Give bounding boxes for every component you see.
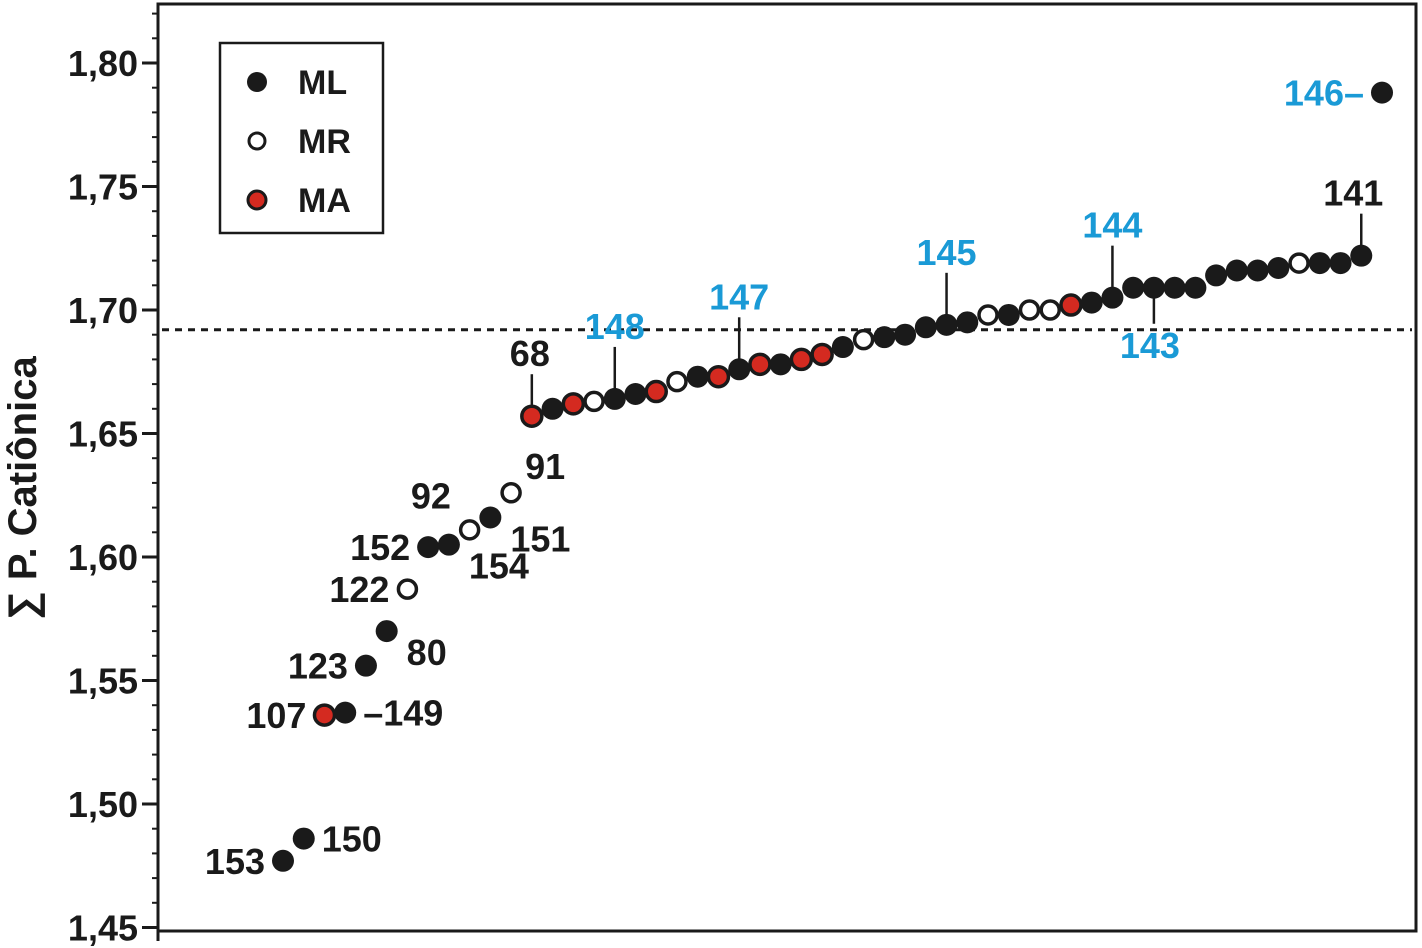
point-ml [935, 313, 958, 336]
point-annotation: 91 [525, 446, 565, 487]
point-ma [520, 404, 544, 428]
point-ma [644, 379, 668, 404]
point-ml [292, 827, 315, 850]
point-annotation: 151 [510, 518, 570, 559]
legend-label: MA [298, 182, 351, 220]
point-ml [1122, 276, 1145, 299]
point-annotation: 148 [585, 306, 645, 347]
point-ml [334, 701, 357, 724]
point-ml [1308, 252, 1331, 275]
point-annotation: 152 [350, 527, 410, 568]
point-ml [541, 397, 564, 420]
point-mr [396, 578, 419, 600]
point-annotation: 145 [917, 232, 977, 273]
point-ml [956, 311, 979, 334]
leader-lines [530, 213, 1363, 409]
point-ml [1184, 276, 1207, 299]
point-ml [1163, 276, 1186, 299]
point-ml [1267, 257, 1290, 280]
point-ma [810, 342, 834, 367]
legend-marker-ml [247, 72, 267, 92]
data-points [272, 81, 1393, 872]
point-ml [769, 353, 792, 376]
y-tick-label: 1,80 [68, 43, 138, 84]
point-annotation: 147 [709, 276, 769, 317]
point-annotation: 154 [469, 546, 529, 587]
point-annotation: 144 [1082, 205, 1142, 246]
point-ma [561, 392, 586, 416]
legend-label: MR [298, 123, 351, 161]
point-mr [1039, 299, 1061, 321]
point-ml [686, 365, 709, 388]
point-annotation: 107 [246, 695, 306, 736]
y-axis-label: ∑ P. Catiônica [1, 356, 45, 620]
point-mr [1288, 252, 1310, 274]
point-annotation: 153 [205, 841, 265, 882]
point-ml [603, 387, 626, 410]
point-annotation: 150 [322, 819, 382, 860]
point-annotation: 123 [288, 646, 348, 687]
y-tick-label: 1,75 [68, 167, 138, 208]
point-ml [1350, 244, 1373, 267]
point-ml [997, 303, 1020, 326]
legend: ML MR MA [218, 41, 385, 235]
point-ml [1371, 81, 1393, 104]
point-ml [1246, 259, 1269, 282]
point-mr [583, 390, 605, 413]
legend-marker-mr [247, 131, 267, 151]
point-annotation: 68 [510, 333, 550, 374]
point-ml [1225, 259, 1248, 282]
point-ml [831, 336, 854, 359]
point-ml [1142, 276, 1165, 299]
y-tick-label: 1,70 [68, 290, 138, 331]
point-ml [272, 849, 294, 872]
point-mr [500, 482, 522, 504]
point-ml [873, 326, 896, 349]
point-annotation: 141 [1323, 173, 1383, 214]
plot-frame [156, 2, 1418, 933]
point-ml [624, 382, 647, 405]
point-mr [977, 304, 999, 326]
point-annotation: 146– [1284, 73, 1364, 114]
point-ml [479, 506, 502, 529]
point-annotation: –149 [363, 693, 443, 734]
point-ml [728, 358, 751, 381]
axes: 1,45 1,50 1,55 1,60 1,65 1,70 1,75 1,80 [68, 2, 1418, 948]
point-ma [706, 364, 731, 389]
legend-marker-ma [246, 189, 268, 211]
point-ml [417, 536, 440, 559]
y-tick-label: 1,50 [68, 784, 138, 825]
point-ma [789, 347, 814, 372]
point-ml [1101, 286, 1124, 309]
legend-label: ML [298, 64, 347, 102]
point-ml [375, 620, 398, 643]
y-tick-label: 1,65 [68, 414, 138, 455]
point-annotation: 80 [407, 632, 447, 673]
point-mr [852, 328, 875, 351]
point-ma [1059, 293, 1083, 317]
point-mr [1018, 299, 1041, 321]
point-annotation: 122 [329, 569, 389, 610]
point-mr [666, 370, 688, 393]
point-ml [1205, 264, 1228, 287]
point-annotation: 92 [411, 476, 451, 517]
point-ma [748, 352, 772, 377]
point-ml [354, 654, 377, 677]
point-mr [458, 519, 481, 541]
y-tick-label: 1,55 [68, 661, 138, 702]
point-ml [894, 323, 917, 346]
point-ma [312, 703, 337, 727]
y-tick-label: 1,60 [68, 537, 138, 578]
point-ml [1329, 252, 1352, 275]
point-annotation: 143 [1120, 325, 1180, 366]
point-ml [1080, 291, 1103, 314]
y-tick-label: 1,45 [68, 908, 138, 948]
point-ml [437, 533, 460, 556]
point-ml [914, 316, 937, 339]
